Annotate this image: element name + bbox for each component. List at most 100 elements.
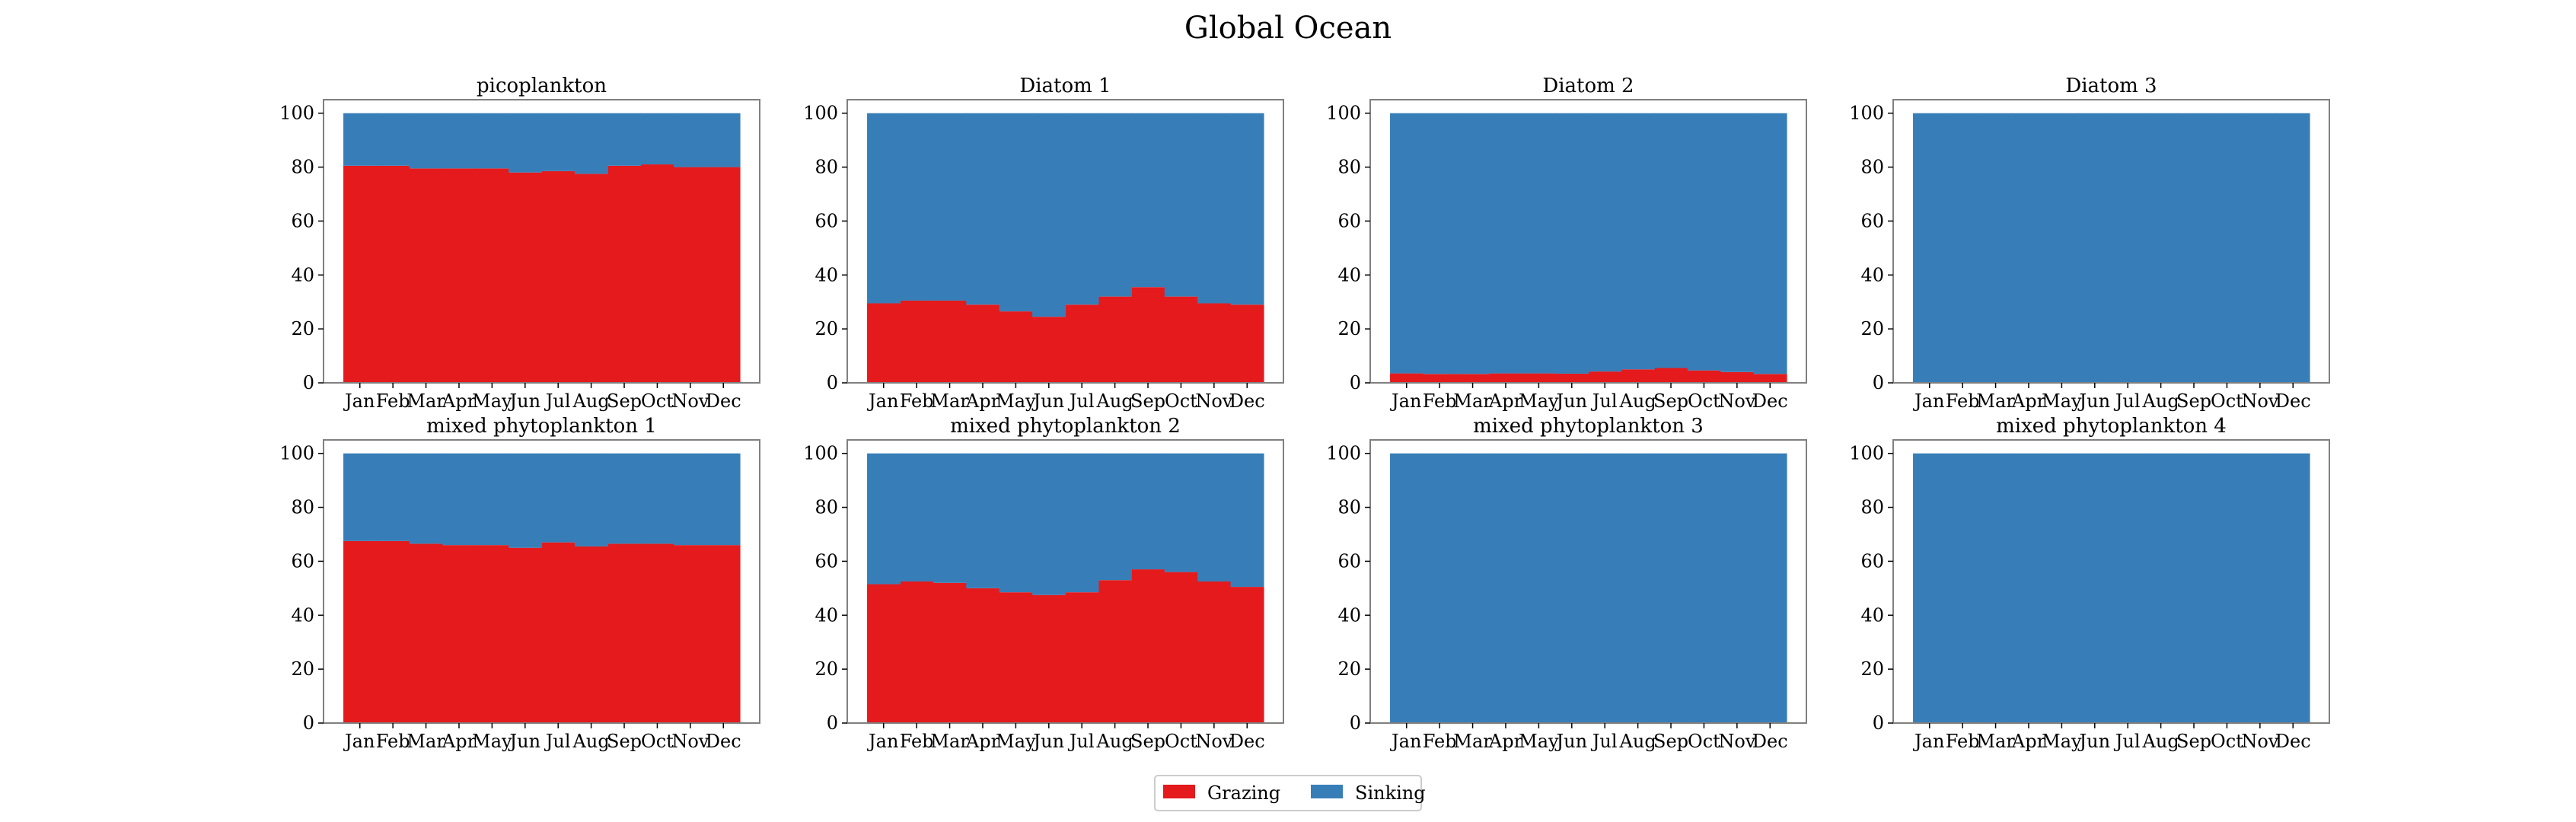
bar-sinking-apr [442, 453, 477, 546]
bar-sinking-jun [509, 113, 543, 173]
y-tick-label: 100 [279, 443, 314, 464]
bar-sinking-oct [1687, 453, 1721, 723]
bar-sinking-aug [574, 453, 608, 546]
y-tick-label: 80 [1860, 497, 1884, 518]
x-tick-label: Aug [1619, 390, 1656, 412]
bar-sinking-apr [1489, 453, 1523, 723]
x-tick-label: Nov [1718, 731, 1755, 752]
x-tick-label: Dec [2275, 731, 2311, 752]
axes-frame [1369, 99, 1807, 384]
x-tick-label: Mar [1976, 390, 2015, 412]
axes-frame [846, 99, 1284, 384]
x-tick-label: Nov [2241, 390, 2278, 412]
bar-sinking-may [999, 453, 1033, 593]
x-tick-label: May [472, 390, 512, 412]
y-tick-label: 40 [1860, 604, 1884, 626]
y-tick-label: 20 [1337, 318, 1361, 339]
legend-swatch-grazing [1163, 785, 1195, 798]
x-tick-label: May [996, 731, 1036, 752]
bar-sinking-feb [376, 453, 410, 541]
x-tick-label: Sep [1653, 390, 1688, 412]
y-tick-label: 0 [1350, 372, 1361, 393]
bar-sinking-jul [541, 453, 575, 543]
bar-sinking-apr [1489, 113, 1523, 374]
bar-sinking-nov [1720, 453, 1755, 723]
bar-sinking-mar [1978, 113, 2013, 383]
bar-grazing-dec [706, 167, 741, 383]
bar-sinking-may [2045, 113, 2079, 383]
x-tick-label: Apr [2011, 731, 2046, 752]
bar-grazing-feb [900, 300, 934, 383]
x-tick-label: Jun [1031, 390, 1065, 412]
bar-sinking-aug [2144, 453, 2178, 723]
bar-grazing-feb [900, 581, 934, 723]
bar-grazing-jul [1065, 304, 1099, 383]
axes-frame [323, 99, 760, 384]
bar-sinking-mar [1455, 113, 1490, 374]
bar-grazing-jul [1588, 371, 1622, 383]
bar-grazing-mar [409, 168, 443, 383]
x-tick-label: Jan [343, 390, 375, 412]
x-tick-label: Jan [1912, 390, 1944, 412]
bar-sinking-aug [1621, 453, 1655, 723]
bar-grazing-jun [1032, 317, 1066, 383]
bar-sinking-feb [900, 453, 934, 581]
x-tick-label: Jul [544, 390, 571, 412]
bar-sinking-dec [1753, 113, 1787, 374]
bar-sinking-jan [1390, 453, 1424, 723]
bar-sinking-dec [1230, 113, 1264, 305]
y-tick-label: 40 [291, 264, 314, 285]
y-tick-label: 60 [1860, 550, 1884, 572]
subplot-title: Diatom 2 [1542, 75, 1634, 97]
y-tick-label: 20 [1337, 658, 1361, 680]
x-tick-label: Dec [1229, 731, 1265, 752]
bar-sinking-dec [706, 113, 741, 167]
bar-sinking-aug [1098, 453, 1132, 581]
x-tick-label: May [996, 390, 1036, 412]
x-tick-label: Oct [1688, 390, 1720, 412]
x-tick-label: Aug [1096, 390, 1133, 412]
x-tick-label: Apr [965, 731, 1000, 752]
bar-grazing-nov [1197, 303, 1232, 383]
x-tick-label: Jul [1590, 731, 1618, 752]
x-tick-label: Feb [1423, 731, 1457, 752]
y-tick-label: 80 [815, 157, 838, 178]
legend-label-sinking: Sinking [1355, 782, 1426, 804]
bar-grazing-oct [1164, 572, 1198, 723]
bar-sinking-nov [2243, 113, 2278, 383]
bar-grazing-oct [1687, 370, 1721, 383]
x-tick-label: Apr [442, 731, 477, 752]
x-tick-label: Jul [1590, 390, 1618, 412]
bar-sinking-nov [2243, 453, 2278, 723]
y-tick-label: 80 [815, 497, 838, 518]
bar-grazing-dec [1230, 304, 1264, 383]
subplot-title: picoplankton [477, 75, 607, 97]
bar-sinking-sep [1654, 453, 1688, 723]
bar-sinking-jun [1555, 113, 1589, 374]
x-tick-label: Jan [1389, 731, 1421, 752]
bar-sinking-dec [1230, 453, 1264, 588]
x-tick-label: Nov [671, 731, 709, 752]
bar-grazing-jan [343, 540, 378, 723]
x-tick-label: Aug [572, 390, 610, 412]
x-tick-label: Oct [1688, 731, 1720, 752]
bar-sinking-sep [2177, 113, 2211, 383]
y-tick-label: 40 [1860, 264, 1884, 285]
bar-grazing-apr [442, 545, 477, 723]
bar-grazing-oct [640, 543, 674, 723]
bar-grazing-may [1522, 373, 1556, 383]
x-tick-label: Oct [2211, 731, 2243, 752]
y-tick-label: 80 [291, 497, 314, 518]
bar-sinking-jan [343, 113, 378, 166]
bar-grazing-dec [706, 545, 741, 723]
bar-sinking-jun [1555, 453, 1589, 723]
x-tick-label: Jul [2113, 390, 2141, 412]
bar-sinking-jan [867, 113, 901, 304]
y-tick-label: 80 [1337, 157, 1361, 178]
x-tick-label: Oct [641, 731, 674, 752]
x-tick-label: Aug [2142, 390, 2179, 412]
y-tick-label: 20 [815, 658, 838, 680]
x-tick-label: May [1519, 731, 1559, 752]
